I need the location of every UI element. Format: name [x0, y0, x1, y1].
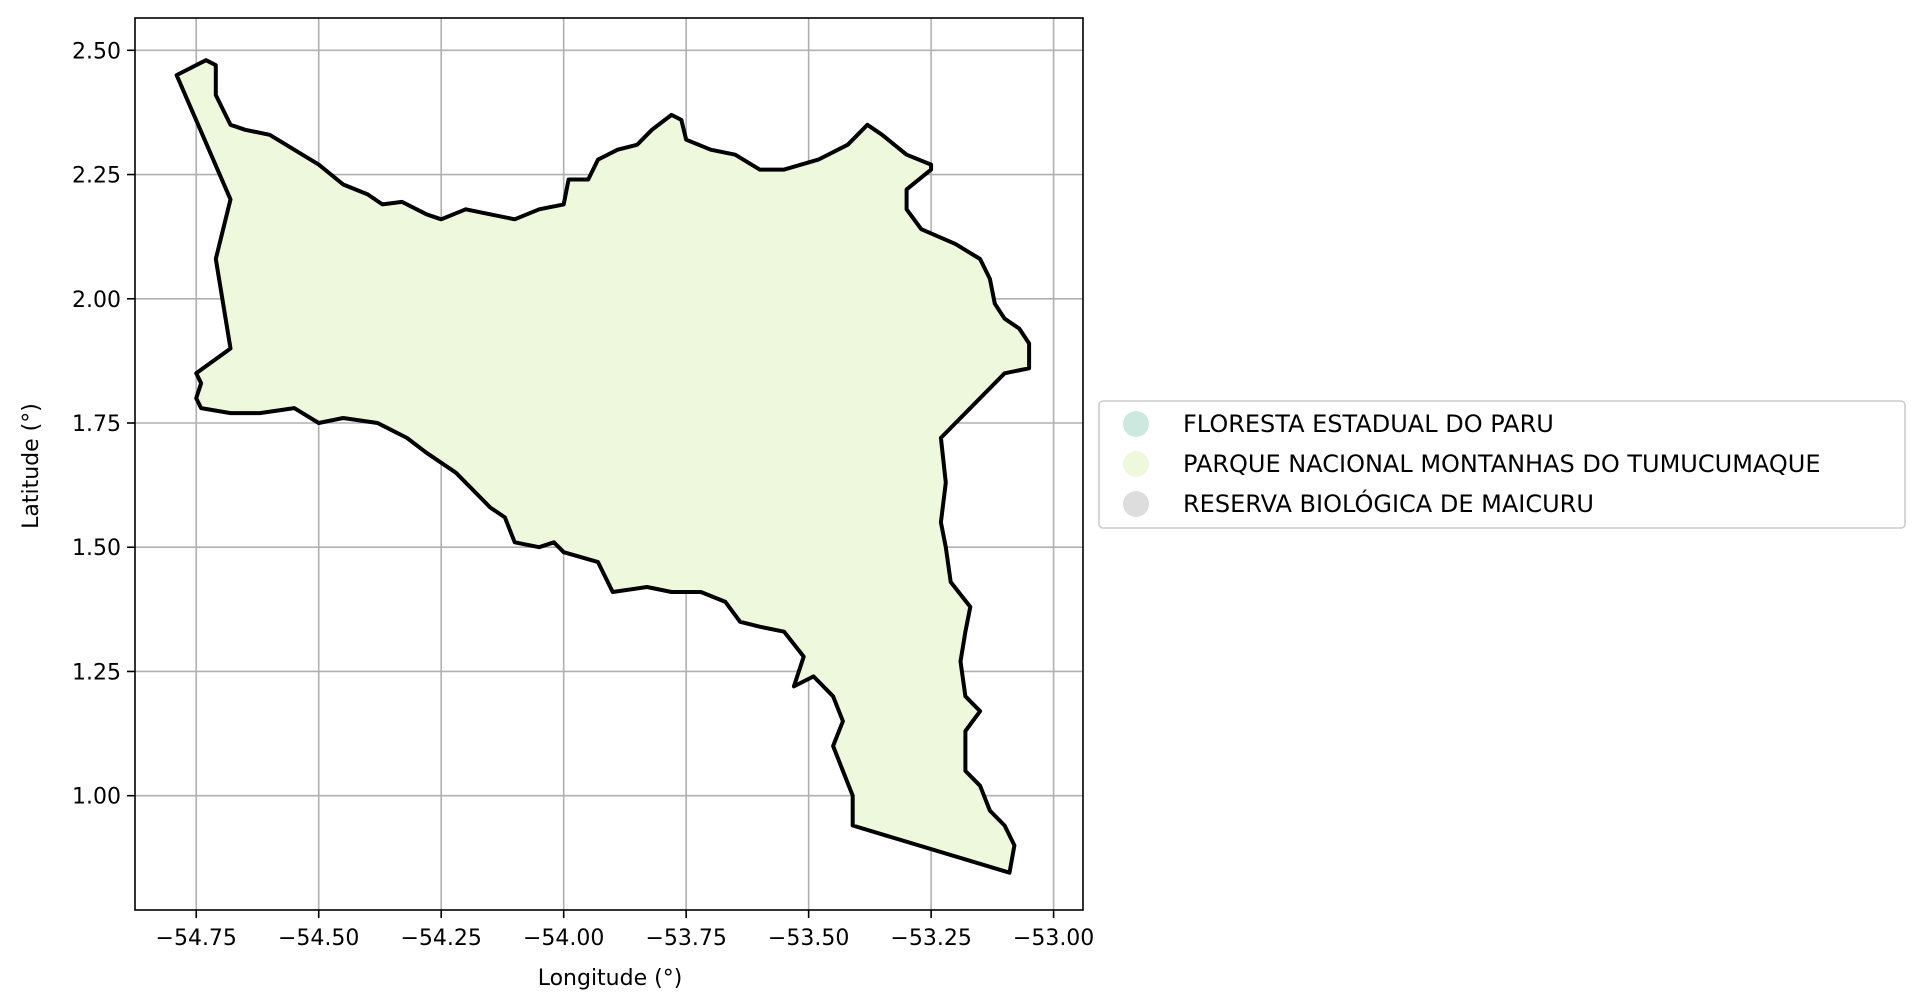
- x-tick-label: −53.00: [1013, 926, 1094, 951]
- y-axis-label: Latitude (°): [19, 403, 44, 529]
- map-regions: [174, 58, 1032, 875]
- x-tick-label: −53.50: [768, 926, 849, 951]
- y-tick-label: 2.25: [72, 164, 121, 189]
- legend-marker: [1123, 451, 1149, 477]
- y-tick-label: 2.50: [72, 39, 121, 64]
- x-tick-label: −54.75: [156, 926, 237, 951]
- y-tick-label: 1.75: [72, 412, 121, 437]
- region-parque-nacional-montanhas-do-tumucumaque: [174, 58, 1032, 875]
- legend-marker: [1123, 491, 1149, 517]
- x-tick-label: −53.75: [645, 926, 726, 951]
- y-tick-label: 1.00: [72, 785, 121, 810]
- legend: FLORESTA ESTADUAL DO PARU PARQUE NACIONAL…: [1098, 400, 1906, 529]
- legend-label: FLORESTA ESTADUAL DO PARU: [1183, 410, 1554, 438]
- axes-frame: [134, 17, 1084, 911]
- y-tick-label: 1.25: [72, 660, 121, 685]
- legend-label: PARQUE NACIONAL MONTANHAS DO TUMUCUMAQUE: [1183, 450, 1821, 478]
- x-axis-label: Longitude (°): [538, 966, 683, 991]
- x-tick-label: −53.25: [890, 926, 971, 951]
- legend-marker: [1123, 411, 1149, 437]
- y-tick-label: 2.00: [72, 288, 121, 313]
- legend-box: [1098, 400, 1906, 529]
- x-tick-label: −54.25: [400, 926, 481, 951]
- x-tick-label: −54.00: [523, 926, 604, 951]
- y-axis-ticks: 1.00 1.25 1.50 1.75 2.00 2.25 2.50: [72, 39, 135, 810]
- x-tick-label: −54.50: [278, 926, 359, 951]
- y-tick-label: 1.50: [72, 536, 121, 561]
- legend-label: RESERVA BIOLÓGICA DE MAICURU: [1183, 488, 1594, 518]
- x-axis-ticks: −54.75 −54.50 −54.25 −54.00 −53.75 −53.50 −53.…: [156, 910, 1094, 951]
